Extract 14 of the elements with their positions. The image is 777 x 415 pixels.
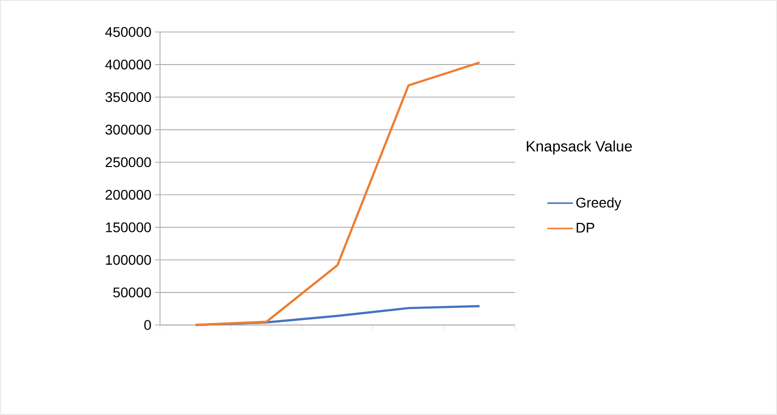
- legend-title: Knapsack Value: [526, 140, 632, 154]
- y-tick-label: 50000: [113, 287, 151, 298]
- y-tick-label: 350000: [105, 92, 151, 102]
- y-tick-label: 400000: [105, 60, 151, 70]
- y-tick-label: 150000: [106, 222, 151, 232]
- y-tick-label: 200000: [106, 190, 151, 200]
- y-tick-label: 300000: [105, 124, 151, 135]
- legend-label: DP: [576, 222, 594, 233]
- y-tick-label: 100000: [106, 254, 151, 265]
- y-tick-label: 450000: [105, 27, 151, 37]
- line-series: [194, 62, 481, 326]
- y-tick-label: 0: [144, 320, 151, 330]
- y-tick-label: 250000: [106, 157, 151, 168]
- legend-label: Greedy: [576, 197, 622, 210]
